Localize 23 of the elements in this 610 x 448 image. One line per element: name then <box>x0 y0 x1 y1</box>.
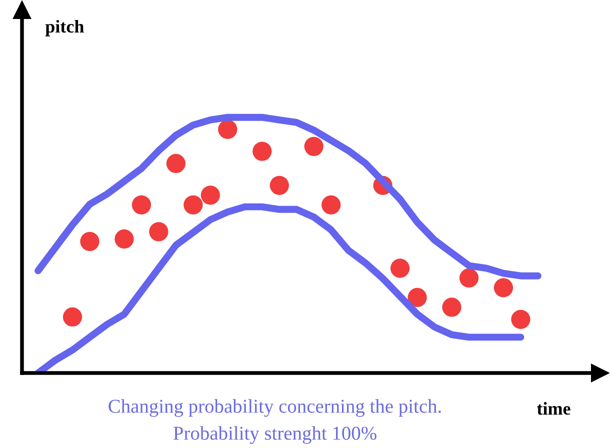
point <box>149 222 168 242</box>
point <box>166 154 186 174</box>
point <box>62 307 82 327</box>
point <box>80 232 100 252</box>
point <box>200 186 220 205</box>
x-axis-title: time <box>537 402 570 415</box>
point <box>132 195 152 214</box>
text: Changing probability concerning the pitch. <box>108 399 441 417</box>
point <box>270 176 289 195</box>
point <box>322 195 341 214</box>
point <box>408 288 427 308</box>
point <box>390 258 410 278</box>
point <box>459 268 479 288</box>
point <box>184 195 203 214</box>
point <box>442 298 462 317</box>
point <box>218 120 238 139</box>
point <box>304 136 324 156</box>
text: Probability strenght 100% <box>173 426 376 444</box>
point <box>494 278 514 298</box>
point <box>511 310 530 329</box>
y-axis-title: pitch <box>45 20 84 36</box>
point <box>252 142 272 161</box>
point <box>114 229 134 249</box>
